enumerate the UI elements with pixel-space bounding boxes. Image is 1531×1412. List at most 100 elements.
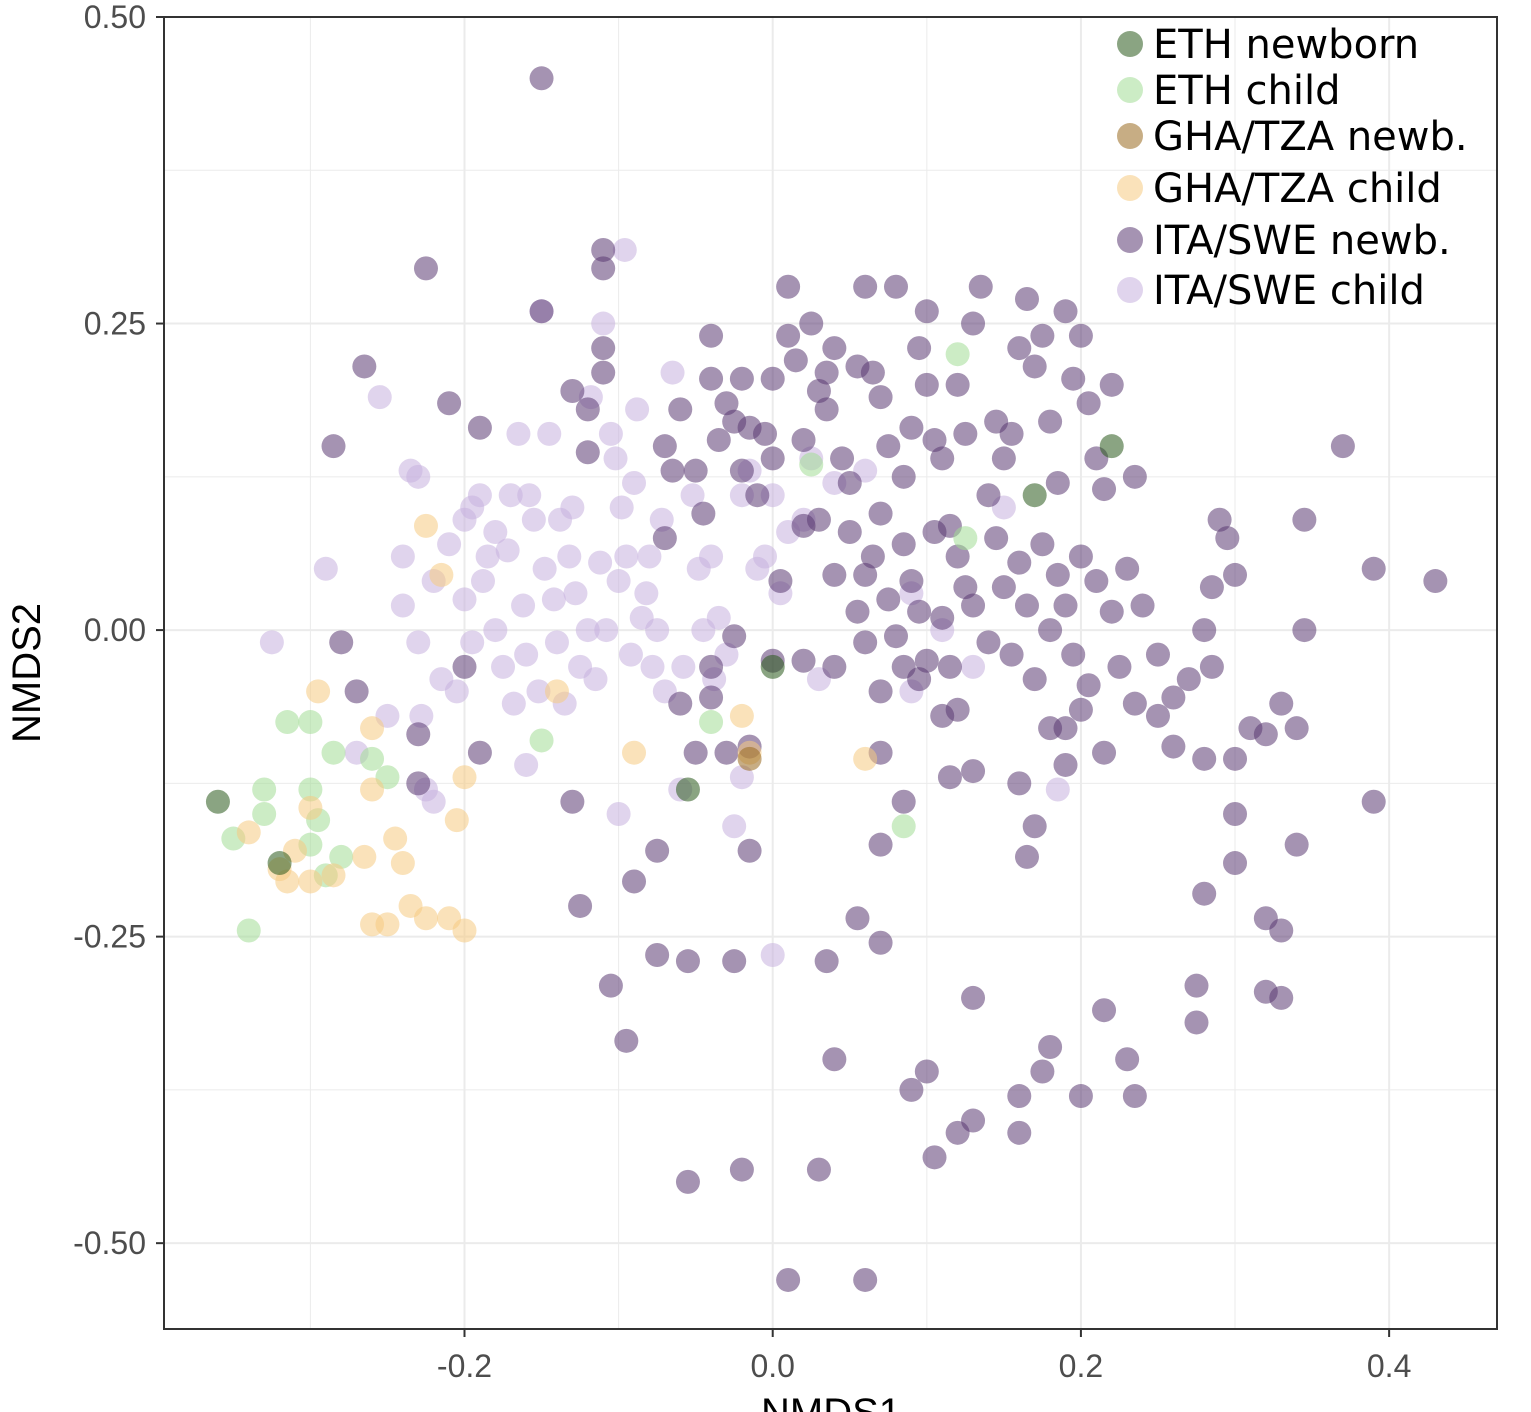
data-point [575,618,600,643]
data-point [588,550,613,575]
data-point [1045,562,1070,587]
data-point [722,949,747,974]
data-point [1053,752,1078,777]
data-point [1223,746,1248,771]
data-point [1423,569,1448,594]
data-point [640,654,665,679]
data-point [1068,1084,1093,1109]
data-point [1092,998,1117,1023]
data-point [907,336,932,361]
data-point [321,434,346,459]
data-point [557,544,582,569]
data-point [1330,434,1355,459]
data-point [563,581,588,606]
data-point [591,311,616,336]
data-point [352,354,377,379]
data-point [1184,973,1209,998]
legend-key-marker [1117,277,1143,303]
data-point [860,360,885,385]
data-point [521,507,546,532]
data-point [444,808,469,833]
data-point [1099,372,1124,397]
data-point [329,844,354,869]
legend-key-marker [1117,227,1143,253]
data-point [699,366,724,391]
data-point [922,1145,947,1170]
data-point [1145,703,1170,728]
data-point [976,630,1001,655]
data-point [1122,464,1147,489]
data-point [845,599,870,624]
data-point [845,906,870,931]
data-point [1092,740,1117,765]
data-point [452,587,477,612]
data-point [984,526,1009,551]
data-point [899,415,924,440]
data-point [791,648,816,673]
data-point [930,446,955,471]
data-point [637,544,662,569]
data-point [483,618,508,643]
data-point [660,458,685,483]
data-point [799,311,824,336]
data-point [622,740,647,765]
data-point [475,544,500,569]
data-point [537,421,562,446]
data-point [625,397,650,422]
data-point [1007,1120,1032,1145]
data-point [483,519,508,544]
data-point [783,348,808,373]
data-point [614,1028,639,1053]
data-point [853,562,878,587]
data-point [1107,654,1132,679]
data-point [1099,434,1124,459]
data-point [945,544,970,569]
data-point [529,66,554,91]
data-point [899,1077,924,1102]
data-point [680,483,705,508]
data-point [822,562,847,587]
data-point [883,624,908,649]
data-point [776,323,801,348]
data-point [1161,685,1186,710]
data-point [645,618,670,643]
data-point [1115,556,1140,581]
data-point [760,446,785,471]
data-point [205,789,230,814]
data-point [699,544,724,569]
data-point [1215,526,1240,551]
data-point [532,556,557,581]
data-point [329,630,354,655]
legend-key-marker [1117,123,1143,149]
data-point [501,691,526,716]
data-point [612,237,637,262]
data-point [467,483,492,508]
data-point [961,759,986,784]
data-point [544,679,569,704]
data-point [945,342,970,367]
data-point [413,256,438,281]
x-tick-label: 0.2 [1059,1348,1103,1384]
data-point [1199,575,1224,600]
data-point [768,569,793,594]
data-point [945,1120,970,1145]
data-point [267,851,292,876]
data-point [529,728,554,753]
data-point [591,256,616,281]
data-point [1253,722,1278,747]
data-point [298,869,323,894]
data-point [714,391,739,416]
data-point [470,569,495,594]
data-point [1038,409,1063,434]
data-point [406,722,431,747]
data-point [961,593,986,618]
data-point [511,593,536,618]
data-point [930,605,955,630]
data-point [1192,746,1217,771]
data-point [606,569,631,594]
data-point [1053,716,1078,741]
legend-key-marker [1117,77,1143,103]
data-point [675,1169,700,1194]
